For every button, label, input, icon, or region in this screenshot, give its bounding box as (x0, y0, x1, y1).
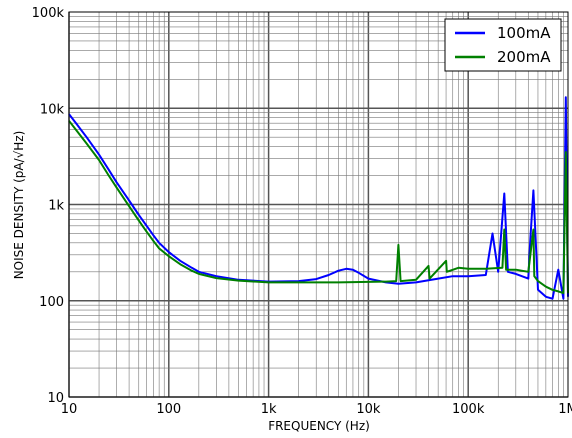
x-tick-labels: 10 100 1k 10k 100k 1M (61, 402, 572, 417)
x-tick-label: 10k (356, 402, 381, 417)
legend: 100mA 200mA (444, 18, 562, 72)
y-tick-label: 100 (39, 295, 64, 310)
series-line-0 (68, 96, 569, 300)
legend-label-200ma: 200mA (497, 48, 551, 66)
x-tick-label: 1M (558, 402, 572, 417)
series-line-1 (68, 120, 569, 295)
y-tick-label: 1k (48, 199, 64, 214)
y-tick-labels: 10 100 1k 10k 100k (32, 6, 65, 406)
legend-box (444, 18, 562, 72)
x-tick-label: 10 (61, 402, 78, 417)
grid-lines (68, 12, 568, 398)
x-tick-label: 100k (452, 402, 485, 417)
y-tick-label: 10 (47, 391, 64, 406)
y-axis-label: NOISE DENSITY (pA/√Hz) (12, 131, 26, 280)
series-layer (68, 96, 569, 300)
y-tick-label: 100k (32, 6, 65, 21)
x-tick-label: 100 (156, 402, 181, 417)
legend-label-100ma: 100mA (497, 24, 551, 42)
plot-frame (68, 11, 569, 398)
y-tick-label: 10k (40, 102, 65, 117)
x-axis-label: FREQUENCY (Hz) (268, 419, 370, 433)
x-tick-label: 1k (261, 402, 277, 417)
